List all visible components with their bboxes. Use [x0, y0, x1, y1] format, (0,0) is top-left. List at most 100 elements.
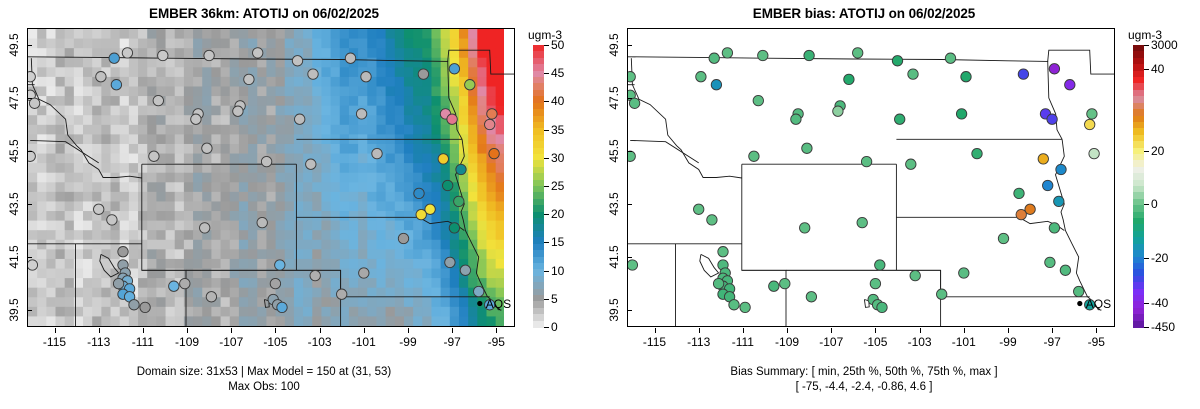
station-marker[interactable]	[712, 277, 725, 290]
station-marker[interactable]	[960, 71, 972, 83]
station-marker[interactable]	[464, 79, 476, 91]
station-marker[interactable]	[1073, 285, 1085, 298]
station-marker[interactable]	[944, 52, 957, 64]
station-marker[interactable]	[444, 256, 456, 269]
station-marker[interactable]	[905, 158, 917, 170]
station-marker[interactable]	[728, 299, 740, 311]
station-marker[interactable]	[448, 63, 461, 75]
station-marker[interactable]	[371, 147, 383, 160]
station-marker[interactable]	[856, 216, 868, 229]
station-marker[interactable]	[997, 232, 1010, 245]
station-marker[interactable]	[832, 105, 844, 117]
station-marker[interactable]	[252, 47, 264, 59]
station-marker[interactable]	[294, 113, 306, 125]
station-marker[interactable]	[1015, 208, 1027, 221]
station-marker[interactable]	[876, 301, 888, 314]
station-marker[interactable]	[1064, 79, 1076, 91]
station-marker[interactable]	[803, 49, 815, 62]
station-marker[interactable]	[397, 232, 410, 245]
station-marker[interactable]	[628, 97, 641, 109]
station-marker[interactable]	[413, 187, 425, 200]
station-marker[interactable]	[128, 299, 140, 311]
station-markers[interactable]	[28, 47, 500, 314]
station-marker[interactable]	[805, 291, 818, 303]
map-plot-model[interactable]: AQS	[27, 28, 515, 327]
station-marker[interactable]	[779, 277, 791, 290]
station-marker[interactable]	[139, 301, 151, 314]
station-marker[interactable]	[205, 291, 218, 303]
station-marker[interactable]	[852, 47, 864, 59]
station-marker[interactable]	[1013, 187, 1025, 200]
station-marker[interactable]	[455, 163, 467, 176]
station-marker[interactable]	[344, 52, 357, 64]
station-marker[interactable]	[190, 113, 202, 125]
station-marker[interactable]	[415, 208, 427, 221]
station-marker[interactable]	[843, 73, 855, 86]
station-marker[interactable]	[488, 147, 500, 160]
station-marker[interactable]	[695, 71, 707, 83]
station-marker[interactable]	[355, 108, 368, 120]
station-marker[interactable]	[28, 97, 41, 109]
station-marker[interactable]	[768, 280, 780, 292]
station-marker[interactable]	[309, 269, 321, 282]
station-marker[interactable]	[874, 259, 886, 271]
station-marker[interactable]	[752, 94, 764, 107]
station-marker[interactable]	[1048, 63, 1061, 75]
station-marker[interactable]	[157, 49, 169, 62]
station-marker[interactable]	[971, 147, 983, 160]
station-marker[interactable]	[424, 203, 436, 215]
station-marker[interactable]	[936, 288, 948, 300]
station-marker[interactable]	[291, 55, 304, 67]
station-marker[interactable]	[274, 259, 286, 271]
station-marker[interactable]	[28, 150, 36, 162]
station-marker[interactable]	[152, 94, 164, 107]
station-marker[interactable]	[721, 47, 734, 59]
station-marker[interactable]	[710, 79, 723, 91]
station-marker[interactable]	[799, 222, 811, 234]
station-marker[interactable]	[203, 49, 215, 62]
station-marker[interactable]	[179, 277, 191, 290]
station-marker[interactable]	[417, 68, 430, 80]
station-marker[interactable]	[958, 267, 970, 279]
station-marker[interactable]	[437, 153, 449, 165]
station-marker[interactable]	[708, 52, 720, 64]
station-marker[interactable]	[1084, 299, 1096, 311]
station-marker[interactable]	[95, 71, 107, 83]
station-marker[interactable]	[909, 269, 921, 282]
station-marker[interactable]	[1048, 222, 1061, 234]
station-marker[interactable]	[1024, 203, 1036, 215]
station-marker[interactable]	[748, 150, 760, 162]
station-marker[interactable]	[1055, 163, 1067, 176]
station-marker[interactable]	[869, 277, 882, 290]
station-marker[interactable]	[1042, 179, 1054, 192]
station-marker[interactable]	[484, 299, 496, 311]
station-marker[interactable]	[790, 113, 802, 125]
station-marker[interactable]	[260, 155, 273, 168]
station-marker[interactable]	[459, 264, 472, 276]
station-marker[interactable]	[442, 179, 454, 192]
station-marker[interactable]	[201, 142, 213, 154]
station-marker[interactable]	[256, 216, 268, 229]
station-marker[interactable]	[336, 288, 348, 300]
station-marker[interactable]	[955, 108, 968, 120]
station-marker[interactable]	[1044, 256, 1056, 269]
station-marker[interactable]	[93, 203, 105, 215]
station-marker[interactable]	[628, 259, 639, 271]
station-marker[interactable]	[1086, 108, 1098, 120]
station-marker[interactable]	[1088, 147, 1100, 160]
station-marker[interactable]	[628, 71, 636, 83]
station-marker[interactable]	[484, 118, 496, 131]
station-marker[interactable]	[168, 280, 180, 292]
station-marker[interactable]	[121, 47, 134, 59]
station-marker[interactable]	[1084, 118, 1096, 131]
station-marker[interactable]	[739, 301, 751, 314]
station-marker[interactable]	[1053, 195, 1065, 208]
station-marker[interactable]	[860, 155, 873, 168]
station-marker[interactable]	[1059, 264, 1072, 276]
station-marker[interactable]	[199, 222, 211, 234]
station-marker[interactable]	[628, 150, 636, 162]
station-marker[interactable]	[106, 214, 118, 226]
station-marker[interactable]	[28, 71, 36, 83]
station-marker[interactable]	[232, 105, 244, 117]
station-marker[interactable]	[148, 150, 160, 162]
